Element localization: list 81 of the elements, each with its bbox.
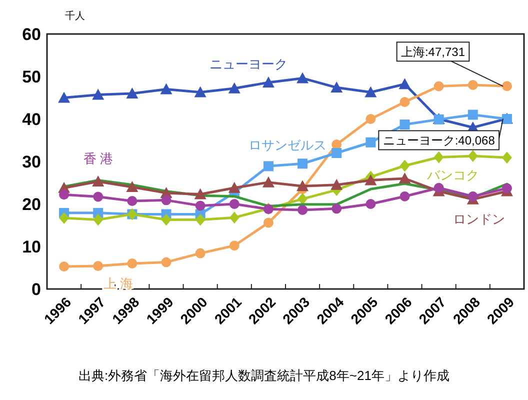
y-tick-label: 40 [22, 110, 41, 129]
point [502, 81, 512, 92]
point [298, 158, 308, 169]
point [298, 204, 308, 215]
point [262, 76, 274, 88]
annotation: 上海:47,731 [396, 42, 504, 87]
y-axis-title: 千人 [65, 10, 85, 22]
point [468, 80, 478, 90]
point [502, 183, 512, 194]
point [195, 214, 206, 226]
point [263, 161, 274, 172]
point [468, 110, 478, 120]
point [195, 248, 206, 258]
series-label: ロンドン [452, 211, 505, 226]
annotation: ニューヨーク:40,068 [382, 134, 496, 148]
annotation: 出典:外務省「海外在留邦人数調査統計平成8年~21年」より作成 [78, 368, 450, 383]
y-tick-label: 20 [22, 195, 41, 214]
point [93, 261, 104, 272]
point [400, 160, 410, 172]
point [126, 88, 138, 98]
point [400, 120, 410, 130]
point [229, 240, 240, 251]
point [58, 92, 70, 103]
point [161, 195, 172, 206]
series-label: ロサンゼルス [248, 138, 327, 153]
point [228, 82, 240, 94]
y-tick-label: 30 [22, 152, 41, 172]
y-tick-label: 60 [22, 25, 41, 44]
point [194, 86, 206, 98]
annotation: ニューヨーク:40,068 [378, 118, 504, 150]
point [296, 180, 309, 192]
series-label: バンコク [426, 167, 479, 182]
y-tick-label: 10 [22, 238, 41, 256]
point [126, 181, 138, 192]
point [434, 182, 444, 193]
y-tick-label: 0 [32, 280, 41, 299]
point [263, 218, 274, 228]
series-label: ニューヨーク [209, 56, 288, 72]
point [160, 83, 172, 94]
point [332, 148, 342, 158]
point [195, 200, 206, 211]
point [332, 204, 342, 214]
point [93, 214, 104, 226]
series-label: 上 海 [103, 276, 133, 292]
point [434, 151, 444, 164]
point [502, 152, 512, 164]
point [59, 212, 70, 224]
point [228, 182, 240, 193]
point [296, 72, 309, 84]
point [93, 192, 104, 202]
y-tick-label: 50 [22, 68, 41, 86]
point [364, 174, 377, 186]
point [59, 190, 70, 200]
point [398, 172, 411, 184]
point [127, 258, 138, 268]
point [366, 137, 376, 148]
point [262, 176, 274, 188]
text: 香 港 [83, 150, 113, 166]
point [229, 199, 240, 209]
point [366, 114, 376, 124]
point [364, 86, 377, 98]
point [400, 97, 410, 107]
point [161, 257, 172, 268]
point [398, 78, 411, 90]
point [127, 196, 138, 206]
point [298, 192, 308, 205]
point [59, 261, 70, 272]
point [468, 191, 478, 202]
point [229, 212, 240, 224]
point [468, 150, 478, 162]
point [330, 82, 343, 93]
point [400, 191, 410, 202]
point [161, 214, 172, 226]
point [92, 88, 104, 100]
point [330, 178, 343, 190]
point [366, 199, 376, 209]
point [194, 188, 206, 200]
point [332, 140, 342, 150]
point [92, 175, 104, 186]
point [434, 81, 444, 92]
annotation: 上海:47,731 [400, 45, 466, 60]
